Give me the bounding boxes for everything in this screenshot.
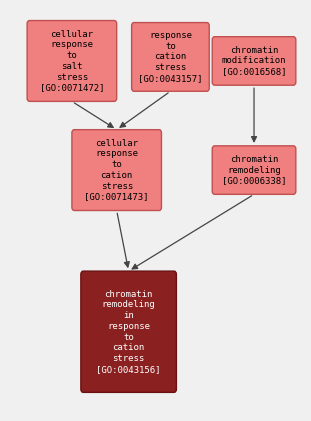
FancyBboxPatch shape bbox=[132, 23, 209, 91]
Text: response
to
cation
stress
[GO:0043157]: response to cation stress [GO:0043157] bbox=[138, 31, 203, 83]
FancyBboxPatch shape bbox=[212, 146, 296, 195]
Text: chromatin
remodeling
in
response
to
cation
stress
[GO:0043156]: chromatin remodeling in response to cati… bbox=[96, 290, 161, 374]
FancyBboxPatch shape bbox=[81, 271, 176, 392]
Text: chromatin
modification
[GO:0016568]: chromatin modification [GO:0016568] bbox=[222, 46, 286, 76]
FancyBboxPatch shape bbox=[212, 37, 296, 85]
Text: cellular
response
to
cation
stress
[GO:0071473]: cellular response to cation stress [GO:0… bbox=[85, 139, 149, 202]
Text: cellular
response
to
salt
stress
[GO:0071472]: cellular response to salt stress [GO:007… bbox=[40, 29, 104, 92]
Text: chromatin
remodeling
[GO:0006338]: chromatin remodeling [GO:0006338] bbox=[222, 155, 286, 185]
FancyBboxPatch shape bbox=[27, 21, 117, 101]
FancyBboxPatch shape bbox=[72, 130, 161, 210]
